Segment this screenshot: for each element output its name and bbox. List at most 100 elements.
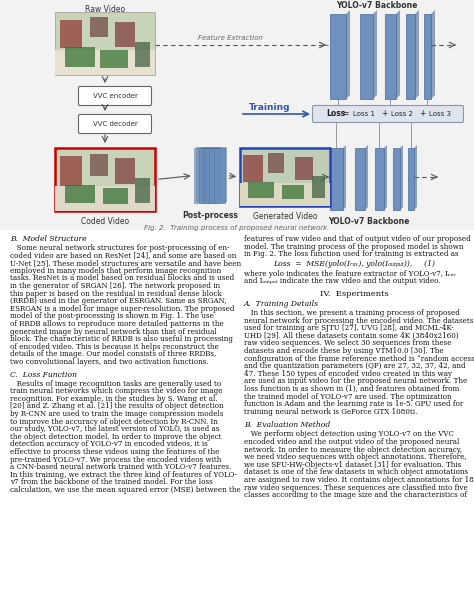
Text: model of the post-processing is shown in Fig. 1. The use: model of the post-processing is shown in… xyxy=(10,313,214,321)
Bar xyxy=(200,148,210,203)
Text: neural network for processing the encoded video. The datasets: neural network for processing the encode… xyxy=(244,316,474,325)
Text: configuration of the frame reference method is “random access”,: configuration of the frame reference met… xyxy=(244,354,474,363)
Text: network. In order to measure the object detection accuracy,: network. In order to measure the object … xyxy=(244,446,462,454)
Text: Results of image recognition tasks are generally used to: Results of image recognition tasks are g… xyxy=(10,379,221,387)
Bar xyxy=(206,147,217,202)
Bar xyxy=(210,148,220,203)
FancyBboxPatch shape xyxy=(79,86,152,105)
Bar xyxy=(240,183,330,206)
Polygon shape xyxy=(384,145,387,210)
Bar xyxy=(100,50,128,68)
Text: (RRDB) used in the generator of ESRGAN. Same as SRGAN,: (RRDB) used in the generator of ESRGAN. … xyxy=(10,297,227,305)
Text: dataset is one of the few datasets in which object annotations: dataset is one of the few datasets in wh… xyxy=(244,468,468,476)
Bar xyxy=(90,17,108,37)
Bar xyxy=(103,188,128,204)
Text: coded video are based on ResNet [24], and some are based on: coded video are based on ResNet [24], an… xyxy=(10,251,237,259)
Text: +: + xyxy=(419,110,425,118)
Bar xyxy=(216,147,227,202)
Text: Fig. 2.  Training process of proposed neural network.: Fig. 2. Training process of proposed neu… xyxy=(144,225,330,231)
Text: B.  Model Structure: B. Model Structure xyxy=(10,235,87,243)
Text: details of the image. Our model consists of three RRDBs,: details of the image. Our model consists… xyxy=(10,351,216,359)
Text: detection accuracy of YOLO-v7 in encoded videos, it is: detection accuracy of YOLO-v7 in encoded… xyxy=(10,440,208,448)
Bar xyxy=(355,148,365,210)
Text: where yolo indicates the feature extractor of YOLO-v7, Iᵣₐᵥ: where yolo indicates the feature extract… xyxy=(244,270,456,278)
Text: Loss 2: Loss 2 xyxy=(391,111,413,117)
Bar xyxy=(196,147,207,202)
Text: to improve the accuracy of object detection by R-CNN. In: to improve the accuracy of object detect… xyxy=(10,417,218,425)
Bar xyxy=(55,50,155,75)
Bar xyxy=(115,22,135,47)
Text: are assigned to raw video. It contains object annotations for 18: are assigned to raw video. It contains o… xyxy=(244,476,474,484)
Text: U-Net [25]. These model structures are versatile and have been: U-Net [25]. These model structures are v… xyxy=(10,259,241,267)
Text: Loss 3: Loss 3 xyxy=(429,111,451,117)
Bar xyxy=(268,153,284,173)
Bar xyxy=(215,148,226,203)
Bar xyxy=(240,148,330,206)
Bar xyxy=(60,20,82,48)
Text: effective to process these videos using the features of the: effective to process these videos using … xyxy=(10,448,219,456)
Text: 47. These 150 types of encoded video created in this way: 47. These 150 types of encoded video cre… xyxy=(244,370,452,378)
Text: We perform object detection using YOLO-v7 on the VVC: We perform object detection using YOLO-v… xyxy=(244,430,454,438)
Text: the object detection model. In order to improve the object: the object detection model. In order to … xyxy=(10,433,221,441)
Text: loss function is as shown in (1), and features obtained from: loss function is as shown in (1), and fe… xyxy=(244,385,459,393)
Text: raw video sequences. These sequences are classified into five: raw video sequences. These sequences are… xyxy=(244,484,468,492)
Text: in Fig. 2. The loss function used for training is extracted as: in Fig. 2. The loss function used for tr… xyxy=(244,250,459,258)
Text: in the generator of SRGAN [26]. The network proposed in: in the generator of SRGAN [26]. The netw… xyxy=(10,282,220,290)
Bar xyxy=(211,147,222,202)
Text: recognition. For example, in the studies by S. Wang et al.: recognition. For example, in the studies… xyxy=(10,395,218,403)
Bar xyxy=(406,14,415,99)
Polygon shape xyxy=(415,10,419,99)
Text: YOLO-v7 Backbone: YOLO-v7 Backbone xyxy=(337,1,418,10)
Text: and the quantization parameters (QP) are 27, 32, 37, 42, and: and the quantization parameters (QP) are… xyxy=(244,362,465,370)
Text: YOLO-v7 Backbone: YOLO-v7 Backbone xyxy=(328,217,410,226)
Text: UHD [29]. All these datasets contain some 4K (3840x2160): UHD [29]. All these datasets contain som… xyxy=(244,332,459,340)
Text: A.  Training Details: A. Training Details xyxy=(244,300,319,308)
Text: we use SFU-HW-Objects-v1 dataset [31] for evaluation. This: we use SFU-HW-Objects-v1 dataset [31] fo… xyxy=(244,461,461,469)
Bar xyxy=(90,154,108,176)
Bar xyxy=(204,148,216,203)
Text: calculation, we use the mean squared error (MSE) between the: calculation, we use the mean squared err… xyxy=(10,486,241,494)
Polygon shape xyxy=(346,10,350,99)
Text: train neural networks which compress the video for image: train neural networks which compress the… xyxy=(10,387,222,395)
Bar xyxy=(115,158,135,184)
Text: In this section, we present a training process of proposed: In this section, we present a training p… xyxy=(244,309,460,317)
Text: tasks. ResNet is a model based on residual blocks and is used: tasks. ResNet is a model based on residu… xyxy=(10,275,234,283)
Text: Loss  =  MSE(yolo(Iᵣₐᵥ), yolo(Iₒᵤₜₚᵤₜ)),     (1): Loss = MSE(yolo(Iᵣₐᵥ), yolo(Iₒᵤₜₚᵤₜ)), (… xyxy=(273,260,435,268)
Text: In this training, we extract the three kind of features of YOLO-: In this training, we extract the three k… xyxy=(10,471,237,479)
Polygon shape xyxy=(365,145,368,210)
Polygon shape xyxy=(431,10,435,99)
Text: model. The training process of the proposed model is shown: model. The training process of the propo… xyxy=(244,243,464,251)
Polygon shape xyxy=(343,145,346,210)
Bar xyxy=(375,148,384,210)
Bar xyxy=(135,178,150,203)
Bar xyxy=(55,186,155,211)
Text: +: + xyxy=(381,110,387,118)
Bar xyxy=(0,0,474,230)
Text: employed in many models that perform image recognition: employed in many models that perform ima… xyxy=(10,267,221,275)
Bar xyxy=(248,182,274,198)
Bar xyxy=(243,155,263,182)
Text: Some neural network structures for post-processing of en-: Some neural network structures for post-… xyxy=(10,244,229,252)
Text: encoded video and the output video of the proposed neural: encoded video and the output video of th… xyxy=(244,438,459,446)
Text: generated image by neural network than that of residual: generated image by neural network than t… xyxy=(10,327,217,335)
Bar xyxy=(393,148,400,210)
Text: =: = xyxy=(342,110,348,118)
Polygon shape xyxy=(373,10,377,99)
Text: Raw Video: Raw Video xyxy=(85,5,125,14)
Bar xyxy=(385,14,396,99)
Text: training neural network is GeForce GTX 1080ti.: training neural network is GeForce GTX 1… xyxy=(244,408,418,416)
Polygon shape xyxy=(400,145,403,210)
Bar xyxy=(360,14,373,99)
Bar xyxy=(55,148,155,211)
Bar xyxy=(330,148,343,210)
FancyBboxPatch shape xyxy=(79,115,152,134)
Bar xyxy=(194,148,206,203)
Text: features of raw video and that of output video of our proposed: features of raw video and that of output… xyxy=(244,235,471,243)
Polygon shape xyxy=(396,10,400,99)
Text: two convolutional layers, and two activation functions.: two convolutional layers, and two activa… xyxy=(10,358,209,366)
Text: this paper is based on the residual in residual dense block: this paper is based on the residual in r… xyxy=(10,289,222,297)
Bar xyxy=(312,176,325,198)
Text: block. The characteristic of RRDB is also useful in processing: block. The characteristic of RRDB is als… xyxy=(10,335,233,343)
Bar xyxy=(65,47,95,67)
Text: ESRGAN is a model for image super-resolution. The proposed: ESRGAN is a model for image super-resolu… xyxy=(10,305,235,313)
